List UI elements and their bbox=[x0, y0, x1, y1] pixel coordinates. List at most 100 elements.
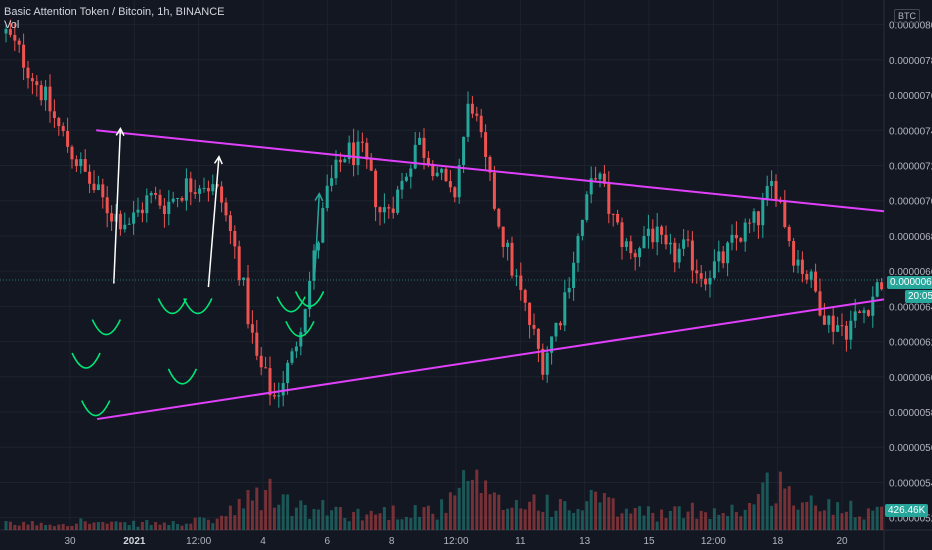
candle-body bbox=[743, 222, 747, 242]
candle-body bbox=[39, 85, 43, 101]
volume-bar bbox=[792, 505, 796, 530]
candle-body bbox=[22, 44, 26, 68]
candle-body bbox=[787, 226, 791, 242]
symbol-title[interactable]: Basic Attention Token / Bitcoin, 1h, BIN… bbox=[4, 6, 225, 18]
volume-bar bbox=[739, 516, 743, 530]
white-arrow-head bbox=[213, 155, 223, 165]
volume-bar bbox=[721, 512, 725, 530]
candle-body bbox=[827, 315, 831, 325]
candle-body bbox=[96, 184, 100, 191]
candle-body bbox=[457, 165, 461, 198]
candle-body bbox=[660, 226, 664, 235]
candle-body bbox=[391, 208, 395, 213]
volume-bar bbox=[774, 503, 778, 530]
candle-body bbox=[13, 34, 17, 41]
volume-bar bbox=[242, 508, 246, 530]
candle-body bbox=[259, 355, 263, 368]
volume-bar bbox=[435, 519, 439, 530]
candle-body bbox=[567, 288, 571, 293]
candle-body bbox=[462, 136, 466, 166]
volume-bar bbox=[176, 524, 180, 530]
volume-bar bbox=[624, 508, 628, 530]
volume-bar bbox=[875, 506, 879, 530]
currency-button[interactable]: BTC bbox=[894, 9, 920, 23]
volume-bar bbox=[827, 499, 831, 530]
volume-bar bbox=[316, 509, 320, 530]
y-tick-label: 0.00000720 bbox=[889, 162, 932, 173]
cup-annotation bbox=[276, 296, 306, 313]
volume-bar bbox=[611, 498, 615, 530]
volume-bar bbox=[312, 508, 316, 530]
candle-body bbox=[400, 180, 404, 190]
volume-bar bbox=[673, 506, 677, 530]
candle-body bbox=[334, 159, 338, 179]
candle-body bbox=[237, 246, 241, 281]
candle-body bbox=[286, 362, 290, 384]
candle-body bbox=[167, 201, 171, 215]
candle-body bbox=[228, 215, 232, 231]
candle-body bbox=[26, 67, 30, 79]
candle-body bbox=[145, 195, 149, 214]
volume-bar bbox=[563, 501, 567, 530]
candle-body bbox=[536, 328, 540, 349]
y-tick-label: 0.00000760 bbox=[889, 91, 932, 102]
volume-bar bbox=[558, 498, 562, 530]
candle-body bbox=[488, 156, 492, 173]
candle-body bbox=[422, 137, 426, 158]
volume-bar bbox=[189, 523, 193, 530]
candle-body bbox=[8, 29, 12, 35]
candle-body bbox=[761, 198, 765, 226]
candle-body bbox=[154, 192, 158, 195]
candle-body bbox=[202, 187, 206, 189]
volume-bar bbox=[369, 510, 373, 530]
volume-bar bbox=[853, 517, 857, 530]
volume-bar bbox=[308, 518, 312, 530]
candle-body bbox=[682, 239, 686, 249]
volume-bar bbox=[646, 506, 650, 530]
candle-body bbox=[369, 159, 373, 171]
candle-body bbox=[506, 242, 510, 248]
volume-bar bbox=[510, 507, 514, 530]
volume-bar bbox=[30, 520, 34, 530]
volume-bar bbox=[132, 520, 136, 530]
candle-body bbox=[730, 234, 734, 243]
volume-bar bbox=[140, 521, 144, 530]
candle-body bbox=[686, 239, 690, 241]
candle-body bbox=[541, 348, 545, 375]
volume-bar bbox=[35, 525, 39, 530]
volume-bar bbox=[57, 524, 61, 530]
candle-body bbox=[633, 253, 637, 258]
x-tick-label: 13 bbox=[579, 536, 591, 547]
volume-bar bbox=[378, 513, 382, 530]
candle-body bbox=[492, 172, 496, 209]
candle-body bbox=[840, 325, 844, 327]
volume-bar bbox=[101, 522, 105, 530]
y-tick-label: 0.00000700 bbox=[889, 197, 932, 208]
volume-bar bbox=[765, 472, 769, 530]
volume-bar bbox=[13, 524, 17, 530]
cup-annotation bbox=[71, 352, 101, 369]
volume-bar bbox=[149, 524, 153, 530]
volume-bar bbox=[246, 489, 250, 530]
candle-body bbox=[646, 228, 650, 237]
volume-bar bbox=[730, 504, 734, 530]
upper-trendline bbox=[96, 129, 885, 213]
volume-bar bbox=[74, 523, 78, 530]
candle-body bbox=[299, 332, 303, 347]
volume-bar bbox=[193, 517, 197, 530]
volume-bar bbox=[422, 507, 426, 530]
candle-body bbox=[88, 171, 92, 184]
volume-bar bbox=[158, 524, 162, 530]
candle-body bbox=[92, 183, 96, 191]
candle-body bbox=[30, 78, 34, 82]
candle-body bbox=[712, 261, 716, 278]
volume-bar bbox=[162, 522, 166, 530]
candle-body bbox=[699, 273, 703, 279]
volume-bar bbox=[387, 519, 391, 530]
candle-body bbox=[118, 213, 122, 230]
candle-body bbox=[48, 86, 52, 112]
volume-indicator-label[interactable]: Vol bbox=[4, 19, 20, 31]
candle-body bbox=[347, 142, 351, 160]
